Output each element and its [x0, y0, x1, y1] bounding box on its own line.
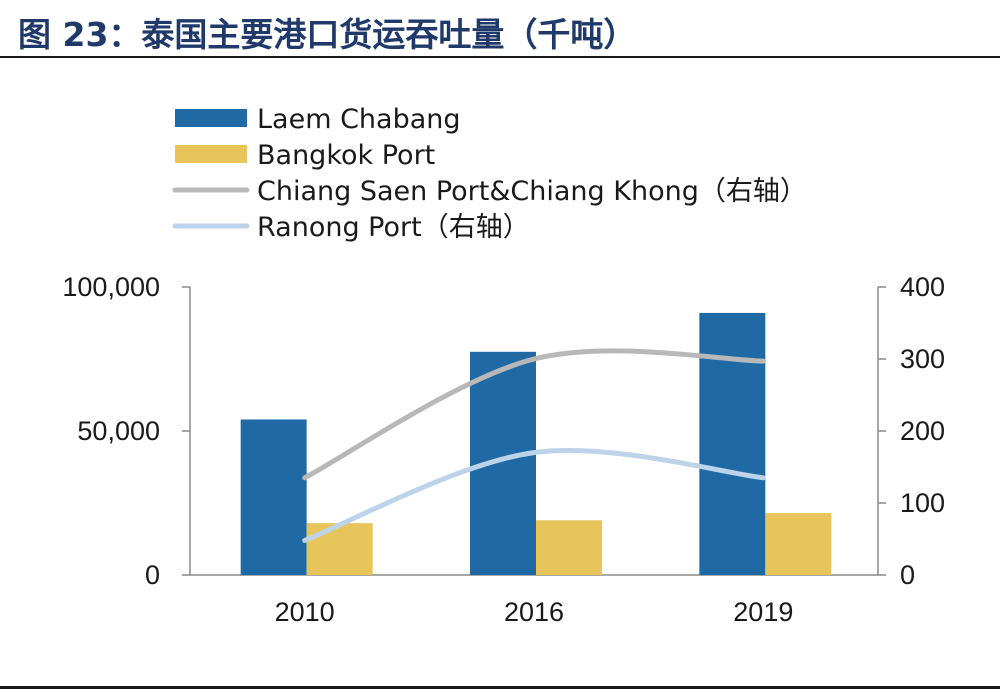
- throughput-chart: Laem Chabang Bangkok Port Chiang Saen Port…: [62, 104, 945, 627]
- legend: Laem Chabang Bangkok Port Chiang Saen Port…: [172, 104, 807, 243]
- bar-laem-chabang-2010: [240, 419, 307, 575]
- legend-label-0: Laem Chabang: [257, 104, 461, 135]
- bar-laem-chabang-2019: [699, 312, 766, 575]
- legend-swatch-1: [175, 145, 247, 163]
- right-tick-label: 0: [900, 560, 915, 590]
- lines: [302, 348, 766, 543]
- chart-title: 图 23：泰国主要港口货运吞吐量（千吨）: [18, 15, 637, 54]
- right-tick-label: 200: [900, 416, 945, 446]
- x-tick-label-2010: 2010: [275, 597, 335, 627]
- x-axis-ticks: 2010 2016 2019: [275, 597, 794, 627]
- right-tick-label: 300: [900, 344, 945, 374]
- bars: [240, 312, 832, 575]
- line-series-1: [302, 448, 766, 543]
- legend-swatch-0: [175, 109, 247, 127]
- bottom-divider: [0, 686, 1000, 689]
- left-tick-label: 0: [145, 560, 160, 590]
- line-series-0: [302, 348, 766, 481]
- bar-bangkok-port-2019: [765, 513, 832, 575]
- x-tick-label-2016: 2016: [504, 597, 564, 627]
- bar-bangkok-port-2016: [536, 520, 602, 575]
- legend-label-3: Ranong Port（右轴）: [257, 212, 530, 243]
- left-tick-label: 100,000: [62, 272, 160, 302]
- legend-label-2: Chiang Saen Port&Chiang Khong（右轴）: [257, 176, 807, 207]
- legend-label-1: Bangkok Port: [257, 140, 435, 171]
- right-tick-label: 100: [900, 488, 945, 518]
- x-tick-label-2019: 2019: [733, 597, 793, 627]
- bar-bangkok-port-2010: [306, 523, 373, 575]
- right-tick-label: 400: [900, 272, 945, 302]
- top-divider: [0, 56, 1000, 58]
- left-tick-label: 50,000: [77, 416, 160, 446]
